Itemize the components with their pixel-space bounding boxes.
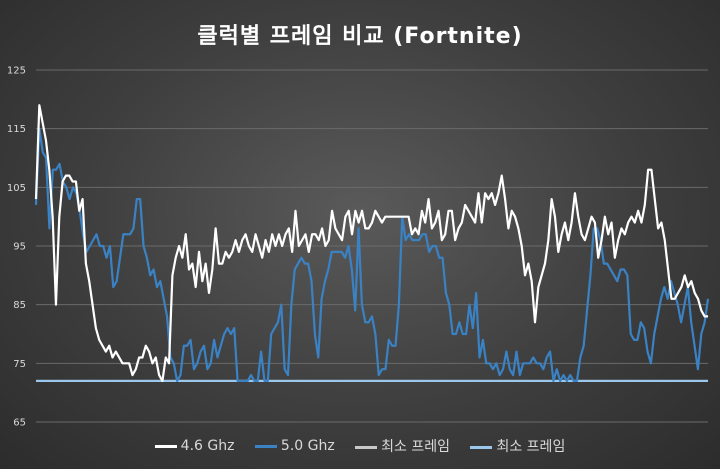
- chart-title: 클럭별 프레임 비교 (Fortnite): [197, 24, 523, 49]
- series-lines: [34, 104, 710, 383]
- y-tick-label: 105: [7, 183, 26, 194]
- y-tick-label: 65: [13, 418, 26, 429]
- legend-entry-4: 최소 프레임: [470, 436, 565, 456]
- legend-entry-1: 4.6 Ghz: [154, 438, 235, 454]
- legend-swatch-2: [254, 444, 277, 448]
- legend-swatch-4: [470, 445, 493, 449]
- legend-label-3: 최소 프레임: [381, 439, 451, 455]
- y-tick-label: 115: [7, 124, 26, 135]
- legend: 4.6 Ghz 5.0 Ghz 최소 프레임 최소 프레임: [0, 436, 720, 456]
- y-tick-label: 125: [7, 66, 26, 77]
- y-tick-label: 95: [13, 242, 26, 253]
- grid-lines: [36, 69, 708, 423]
- y-axis-ticks: 65 75 85 95 105 115 125: [7, 66, 26, 429]
- legend-label-4: 최소 프레임: [496, 439, 566, 455]
- legend-label-1: 4.6 Ghz: [180, 438, 235, 454]
- legend-swatch-3: [355, 445, 378, 449]
- legend-swatch-1: [154, 444, 177, 448]
- legend-label-2: 5.0 Ghz: [280, 438, 335, 454]
- legend-entry-2: 5.0 Ghz: [254, 438, 335, 454]
- series-line-2: [34, 127, 710, 383]
- series-line-1: [34, 104, 708, 383]
- y-tick-label: 75: [13, 359, 26, 370]
- legend-entry-3: 최소 프레임: [355, 436, 450, 456]
- y-tick-label: 85: [13, 300, 26, 311]
